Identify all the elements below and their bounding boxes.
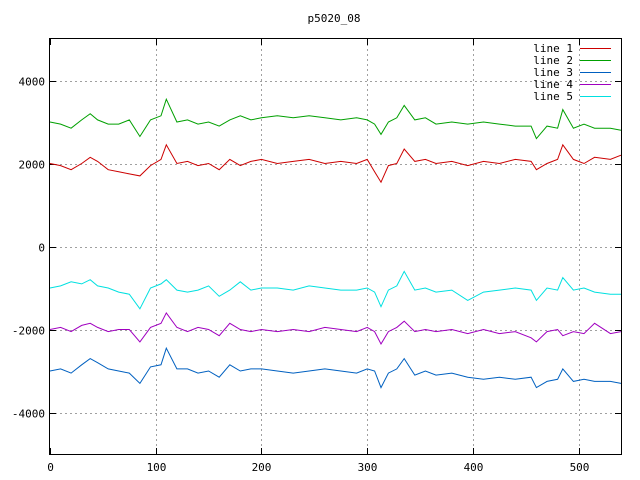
y-tick-label: 4000 <box>19 76 46 89</box>
y-tick-label: 2000 <box>19 159 46 172</box>
x-tick-label: 100 <box>147 461 167 474</box>
y-tick-label: 0 <box>38 242 45 255</box>
legend-label: line 2 <box>533 54 573 67</box>
chart-title: p5020_08 <box>308 12 361 25</box>
series-line-3 <box>49 346 622 389</box>
legend-label: line 3 <box>533 66 573 79</box>
legend-label: line 4 <box>533 78 573 91</box>
legend-label: line 5 <box>533 90 573 103</box>
legend-label: line 1 <box>533 42 573 55</box>
x-tick-label: 400 <box>464 461 484 474</box>
axis-ticks: 0 100 200 300 400 500 -4000 -2000 0 2000 4000 <box>12 39 621 474</box>
series-line-2 <box>49 97 622 140</box>
y-tick-label: -2000 <box>12 325 45 338</box>
x-tick-label: 300 <box>358 461 378 474</box>
x-tick-label: 200 <box>252 461 272 474</box>
y-tick-label: -4000 <box>12 408 45 421</box>
series-group <box>49 97 622 389</box>
series-line-1 <box>49 143 622 184</box>
plot-frame <box>49 38 622 455</box>
grid <box>50 39 621 454</box>
series-line-4 <box>49 311 622 346</box>
series-line-5 <box>49 270 621 310</box>
x-tick-label: 0 <box>47 461 54 474</box>
x-tick-label: 500 <box>570 461 590 474</box>
